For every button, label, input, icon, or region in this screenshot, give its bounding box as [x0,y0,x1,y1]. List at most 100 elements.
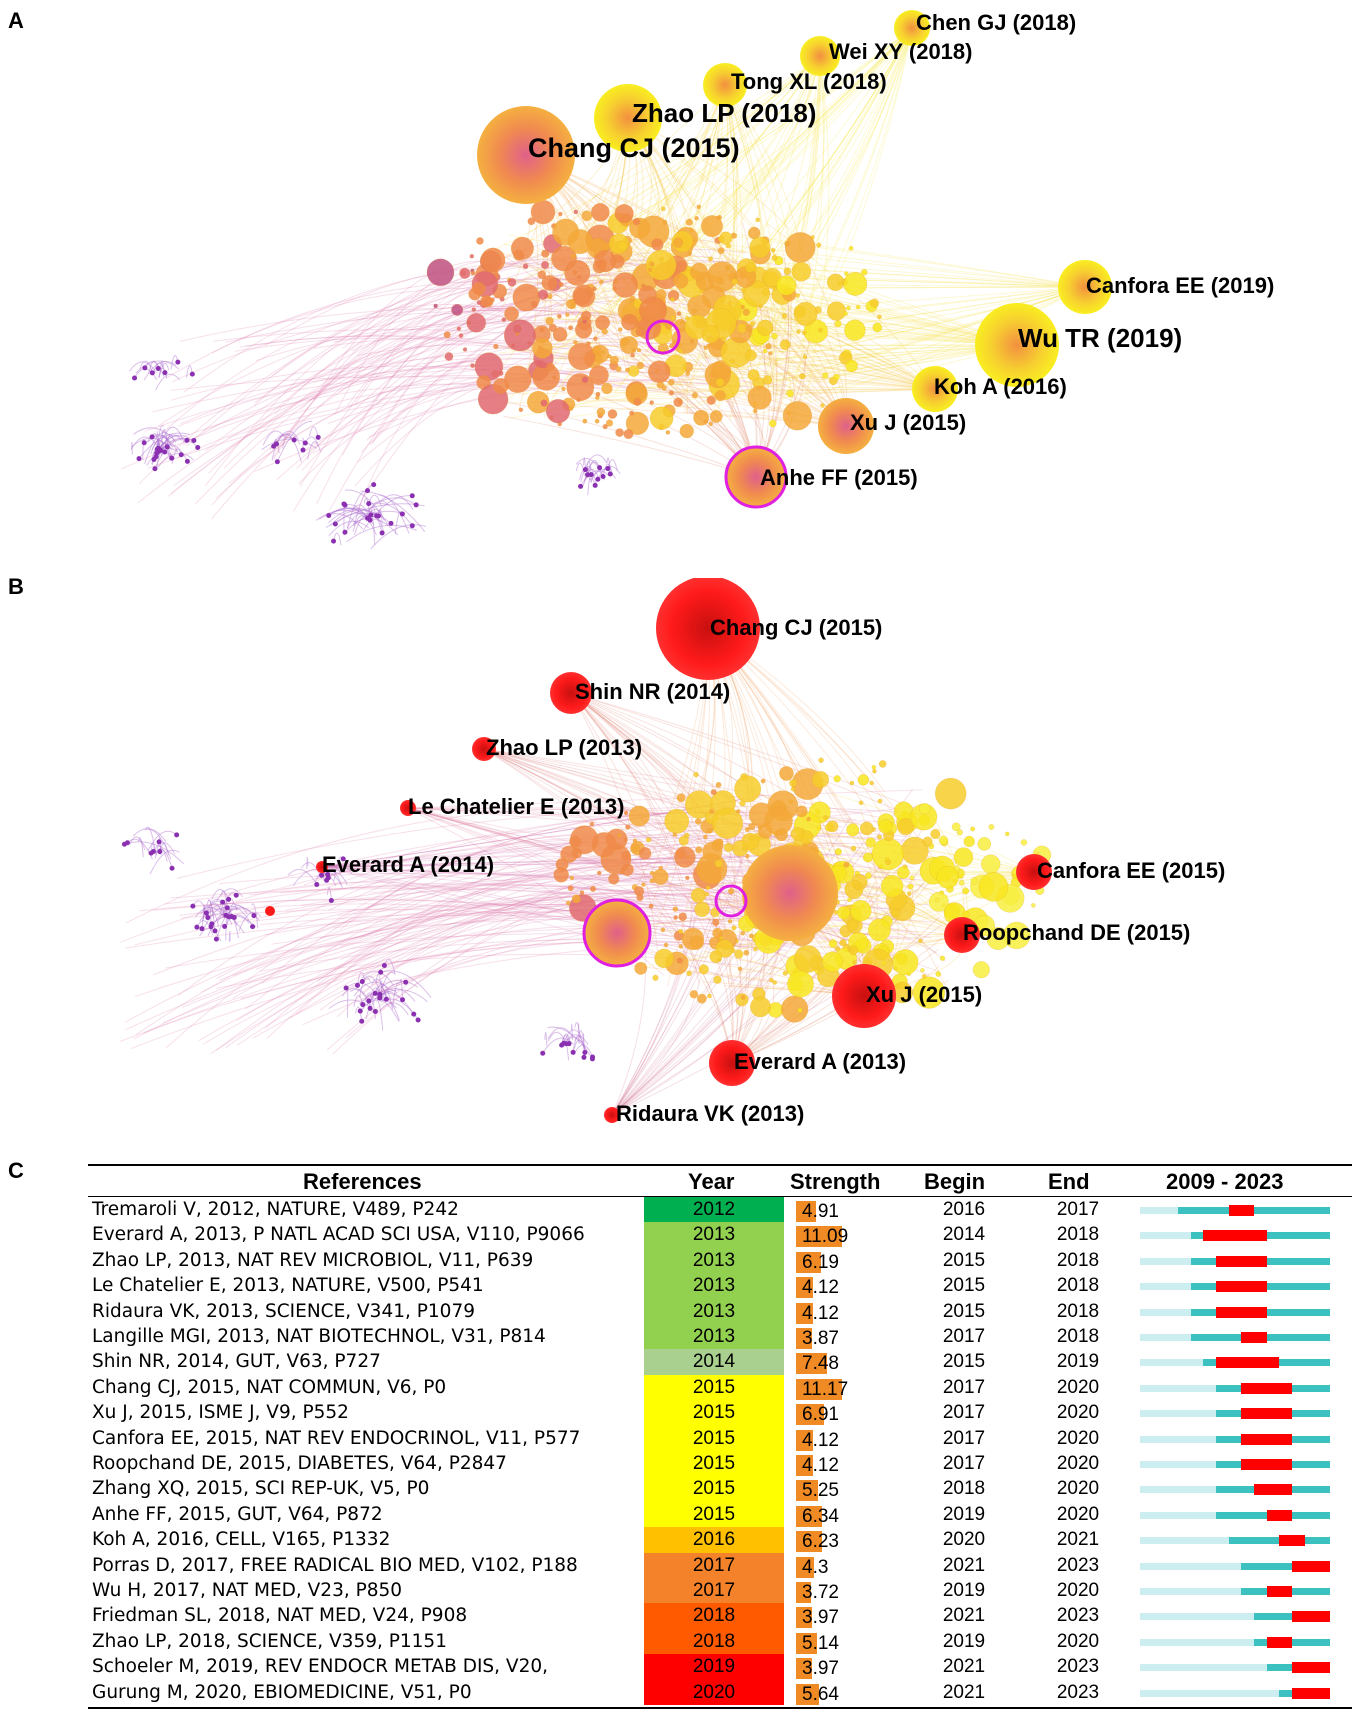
network-node [972,961,990,979]
network-node [614,204,634,224]
network-node [124,840,130,846]
network-node [897,818,915,836]
network-edge [602,286,1086,398]
network-node [714,859,723,868]
network-node [917,997,923,1004]
network-node [845,359,858,373]
network-edge [739,934,963,974]
network-edge [186,365,193,378]
reference-cell: Koh A, 2016, CELL, V165, P1332 [92,1529,391,1551]
network-node [567,885,574,892]
network-edge [279,884,932,939]
network-edge [483,748,756,911]
network-node [790,827,805,841]
network-node [466,320,471,326]
strength-value: 4.12 [802,1455,839,1476]
network-edge [282,433,293,449]
network-node [709,410,723,423]
network-node [986,927,1010,950]
network-node [630,843,641,853]
network-edge [211,888,230,900]
strength-value: 4.12 [802,1302,839,1324]
network-edge [572,1039,585,1053]
year-cell: 2015 [644,1374,784,1401]
node-canfora-ee-2019 [1058,260,1112,314]
timeline-burst [1292,1687,1330,1699]
network-node [692,308,698,314]
network-edge [611,815,742,1116]
network-node [701,325,720,344]
network-edge [571,286,1086,366]
network-edge [711,789,963,936]
table-row: Ridaura VK, 2013, SCIENCE, V341, P1079 20… [88,1298,1352,1324]
network-node [750,996,771,1018]
network-edge [253,261,644,407]
begin-cell: 2021 [942,1656,986,1678]
node-xu-j-2015 [818,398,874,454]
network-edge [162,428,168,447]
strength-bar [796,1658,813,1680]
network-edge [228,903,238,917]
network-node [742,280,771,308]
network-node [539,327,545,333]
network-node [354,982,360,988]
network-edge [158,367,168,379]
network-node [368,512,374,518]
network-node [694,215,699,221]
strength-value: 6.91 [802,1404,839,1426]
network-edge [382,989,387,1001]
network-node [685,875,690,881]
reference-cell: Anhe FF, 2015, GUT, V64, P872 [92,1503,383,1525]
reference-cell: Shin NR, 2014, GUT, V63, P727 [92,1351,381,1373]
network-edge [692,231,1086,288]
network-node [590,1054,596,1060]
network-node [388,520,394,526]
network-edge [575,462,585,476]
network-node [716,838,724,846]
timeline-before-publication [1140,1664,1267,1672]
network-edge [194,906,226,919]
network-node [595,391,601,397]
network-node [892,949,919,976]
network-node [360,1002,366,1008]
network-node [690,887,706,904]
network-edge [623,55,821,228]
network-edge [152,842,176,854]
network-node [579,890,585,895]
network-edge [359,977,371,998]
network-node [132,375,138,381]
network-edge [340,896,647,961]
network-edge [513,27,913,387]
network-edge [255,322,610,362]
network-node [784,232,816,263]
timeline-burst [1216,1255,1267,1267]
network-node [601,328,608,335]
network-edge [120,834,784,943]
network-node [471,307,477,312]
network-edge [148,360,159,375]
begin-cell: 2017 [942,1453,986,1474]
network-edge [380,970,432,998]
network-node [359,978,365,984]
network-edge [228,930,231,942]
network-edge [155,373,181,391]
end-cell: 2018 [1056,1249,1100,1271]
burst-timeline [1140,1349,1330,1374]
network-node [703,345,708,350]
network-node [527,390,550,414]
network-node [601,382,613,395]
timeline-before-publication [1140,1461,1216,1468]
network-node [578,483,584,489]
network-node [189,371,195,377]
node-label: Canfora EE (2019) [1086,273,1274,298]
panel-label-a: A [8,8,24,33]
network-node [826,301,847,321]
network-edge [238,911,261,931]
network-node [823,815,828,820]
network-node [970,877,978,885]
network-edge [155,848,173,869]
network-node [190,903,196,909]
network-edge [347,309,520,406]
end-cell: 2020 [1056,1376,1100,1398]
network-edge [344,503,377,536]
